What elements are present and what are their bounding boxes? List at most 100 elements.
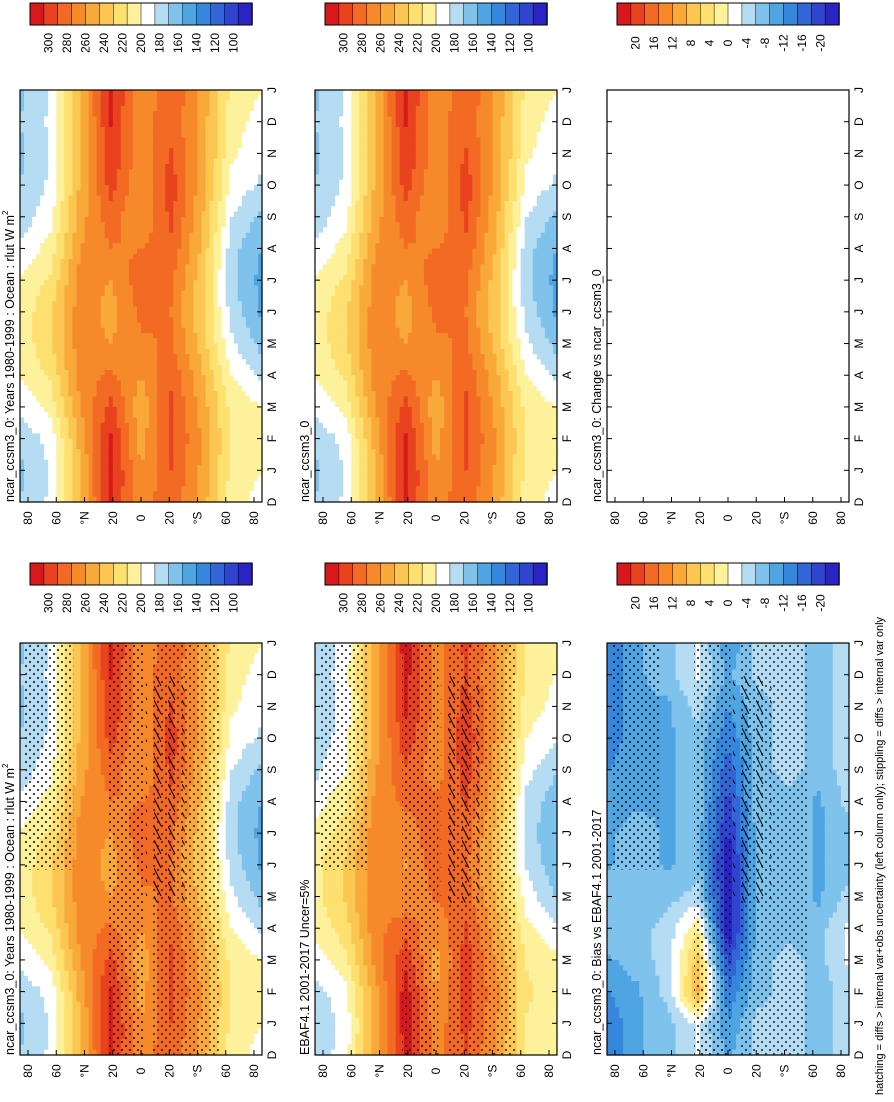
heatmap-cell bbox=[20, 1033, 25, 1040]
heatmap-cell bbox=[245, 695, 251, 702]
heatmap-cell bbox=[64, 901, 69, 908]
heatmap-cell bbox=[249, 1007, 255, 1014]
heatmap-cell bbox=[225, 875, 231, 882]
lat-tick-label: 80 bbox=[21, 1064, 35, 1078]
heatmap-cell bbox=[48, 1012, 53, 1019]
heatmap-cell bbox=[68, 975, 74, 982]
heatmap-cell bbox=[249, 870, 255, 877]
heatmap-cell bbox=[40, 954, 45, 961]
heatmap-cell bbox=[253, 854, 259, 861]
heatmap-cell bbox=[20, 327, 25, 334]
heatmap-cell bbox=[92, 801, 98, 808]
heatmap-cell bbox=[145, 1049, 150, 1056]
heatmap-cell bbox=[245, 674, 251, 681]
heatmap-cell bbox=[249, 949, 255, 956]
heatmap-cell bbox=[84, 769, 90, 776]
heatmap-cell bbox=[60, 933, 65, 940]
heatmap-cell bbox=[145, 1028, 150, 1035]
heatmap-cell bbox=[245, 759, 251, 766]
heatmap-cell bbox=[76, 658, 82, 665]
heatmap-cell bbox=[88, 658, 94, 665]
heatmap-cell bbox=[72, 812, 78, 818]
heatmap-cell bbox=[237, 1028, 243, 1035]
heatmap-cell bbox=[40, 870, 45, 877]
heatmap-cell bbox=[100, 738, 106, 744]
heatmap-cell bbox=[20, 854, 25, 861]
heatmap-cell bbox=[28, 433, 33, 440]
heatmap-cell bbox=[241, 1018, 247, 1024]
heatmap-cell bbox=[88, 870, 94, 877]
heatmap-cell bbox=[68, 1012, 74, 1019]
heatmap-cell bbox=[72, 991, 78, 998]
heatmap-cell bbox=[221, 1012, 227, 1019]
heatmap-cell bbox=[241, 1039, 247, 1046]
heatmap-cell bbox=[76, 732, 82, 739]
heatmap-cell bbox=[80, 1028, 86, 1035]
heatmap-cell bbox=[56, 896, 61, 903]
heatmap-cell bbox=[229, 780, 235, 787]
heatmap-cell bbox=[92, 748, 98, 755]
heatmap-cell bbox=[241, 981, 247, 987]
heatmap-cell bbox=[233, 732, 239, 739]
heatmap-cell bbox=[88, 664, 94, 671]
heatmap-cell bbox=[104, 701, 110, 707]
heatmap-cell bbox=[20, 332, 25, 339]
heatmap-cell bbox=[36, 870, 41, 877]
heatmap-cell bbox=[253, 685, 259, 692]
heatmap-cell bbox=[56, 986, 61, 993]
heatmap-cell bbox=[241, 907, 247, 913]
heatmap-cell bbox=[24, 928, 29, 935]
heatmap-cell bbox=[36, 1018, 41, 1024]
heatmap-cell bbox=[28, 1012, 33, 1019]
heatmap-cell bbox=[225, 801, 231, 808]
heatmap-cell bbox=[20, 986, 25, 993]
heatmap-cell bbox=[96, 643, 102, 649]
heatmap-cell bbox=[28, 243, 33, 250]
heatmap-cell bbox=[28, 269, 33, 276]
heatmap-cell bbox=[233, 1012, 239, 1019]
heatmap-cell bbox=[68, 1007, 74, 1014]
heatmap-cell bbox=[24, 896, 29, 903]
heatmap-cell bbox=[24, 190, 29, 197]
heatmap-cell bbox=[249, 849, 255, 855]
heatmap-cell bbox=[48, 986, 53, 993]
heatmap-cell bbox=[20, 928, 25, 935]
heatmap-cell bbox=[149, 1012, 154, 1019]
heatmap-cell bbox=[233, 716, 239, 723]
heatmap-cell bbox=[64, 885, 69, 892]
heatmap-cell bbox=[76, 706, 82, 713]
heatmap-cell bbox=[28, 454, 33, 461]
heatmap-cell bbox=[96, 996, 102, 1003]
heatmap-cell bbox=[76, 917, 82, 924]
heatmap-cell bbox=[237, 743, 243, 750]
heatmap-cell bbox=[245, 885, 251, 892]
heatmap-cell bbox=[96, 954, 102, 961]
heatmap-cell bbox=[40, 896, 45, 903]
heatmap-cell bbox=[241, 928, 247, 935]
heatmap-cell bbox=[92, 812, 98, 818]
heatmap-cell bbox=[24, 917, 29, 924]
heatmap-cell bbox=[68, 928, 74, 935]
heatmap-cell bbox=[221, 806, 227, 813]
heatmap-cell bbox=[100, 711, 106, 718]
heatmap-cell bbox=[96, 769, 102, 776]
heatmap-cell bbox=[28, 428, 33, 434]
heatmap-cell bbox=[88, 759, 94, 766]
heatmap-cell bbox=[233, 864, 239, 871]
heatmap-cell bbox=[249, 796, 255, 803]
heatmap-cell bbox=[72, 685, 78, 692]
heatmap-cell bbox=[96, 653, 102, 660]
heatmap-cell bbox=[52, 965, 57, 972]
heatmap-cell bbox=[221, 896, 227, 903]
heatmap-cell bbox=[253, 912, 259, 919]
heatmap-cell bbox=[76, 1007, 82, 1014]
heatmap-cell bbox=[253, 1044, 259, 1051]
heatmap-cell bbox=[229, 938, 235, 945]
heatmap-cell bbox=[229, 1018, 235, 1024]
heatmap-cell bbox=[60, 870, 65, 877]
heatmap-cell bbox=[92, 849, 98, 855]
heatmap-cell bbox=[48, 901, 53, 908]
heatmap-cell bbox=[60, 880, 65, 887]
heatmap-cell bbox=[96, 1002, 102, 1009]
heatmap-cell bbox=[84, 838, 90, 845]
